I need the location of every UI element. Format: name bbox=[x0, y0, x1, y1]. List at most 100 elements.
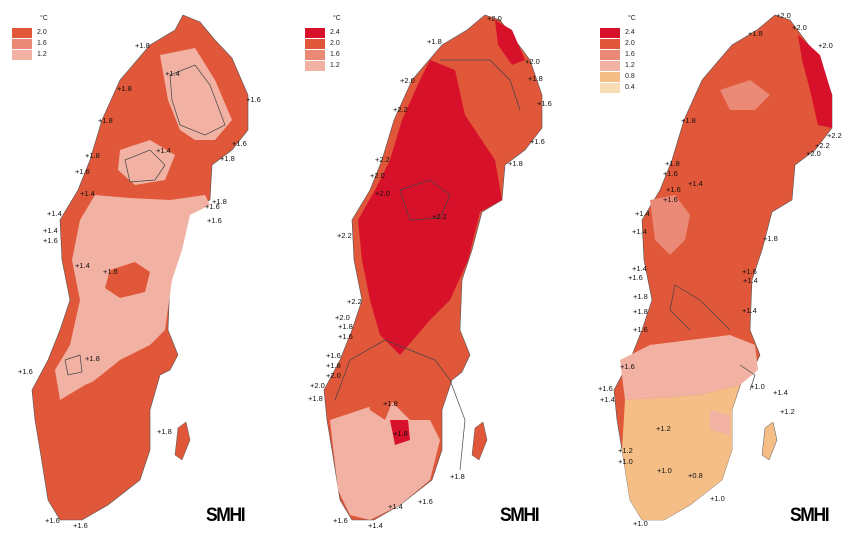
legend-item: 1.2 bbox=[305, 60, 340, 71]
isoline-label: +2.0 bbox=[310, 381, 325, 390]
isoline-label: +1.6 bbox=[666, 185, 681, 194]
legend-value: 1.6 bbox=[330, 51, 340, 58]
isoline-label: +2.2 bbox=[432, 212, 447, 221]
isoline-label: +1.4 bbox=[368, 521, 383, 530]
isoline-label: +1.8 bbox=[212, 197, 227, 206]
legend-swatch bbox=[305, 27, 325, 38]
isoline-label: +1.6 bbox=[633, 325, 648, 334]
isoline-label: +1.8 bbox=[633, 292, 648, 301]
legend-swatch bbox=[12, 49, 32, 60]
legend-item: 1.6 bbox=[305, 49, 340, 60]
isoline-label: +1.8 bbox=[117, 84, 132, 93]
legend-value: 0.4 bbox=[625, 84, 635, 91]
isoline-label: +1.8 bbox=[308, 394, 323, 403]
sweden-map-2 bbox=[323, 14, 543, 521]
legend-item: 2.4 bbox=[600, 27, 635, 38]
isoline-label: +1.2 bbox=[780, 407, 795, 416]
isoline-label: +1.6 bbox=[45, 516, 60, 525]
legend-value: 2.0 bbox=[37, 29, 47, 36]
isoline-label: +1.6 bbox=[663, 169, 678, 178]
isoline-label: +1.6 bbox=[103, 267, 118, 276]
sweden-map-3 bbox=[613, 14, 833, 521]
zone-1-2-pocket bbox=[710, 410, 730, 435]
gotland-1 bbox=[174, 421, 191, 461]
isoline-label: +1.4 bbox=[80, 189, 95, 198]
zone-2-0-patch-2 bbox=[390, 420, 410, 445]
isoline-label: +1.6 bbox=[742, 267, 757, 276]
isoline-label: +1.6 bbox=[207, 216, 222, 225]
isoline-label: +2.0 bbox=[525, 57, 540, 66]
isoline-label: +1.8 bbox=[665, 159, 680, 168]
isoline-label: +1.6 bbox=[43, 236, 58, 245]
isoline-label: +1.6 bbox=[663, 195, 678, 204]
legend-item: 2.4 bbox=[305, 27, 340, 38]
isoline-label: +1.8 bbox=[220, 154, 235, 163]
isoline-label: +1.0 bbox=[657, 466, 672, 475]
legend-unit: °C bbox=[628, 15, 636, 22]
isoline-label: +1.8 bbox=[427, 37, 442, 46]
isoline-b bbox=[739, 364, 756, 391]
isoline-label: +2.2 bbox=[815, 141, 830, 150]
isoline-label: +2.0 bbox=[792, 23, 807, 32]
isoline-label: +1.8 bbox=[157, 427, 172, 436]
isoline-label: +1.4 bbox=[43, 226, 58, 235]
legend-value: 2.0 bbox=[330, 40, 340, 47]
isoline-label: +1.4 bbox=[632, 227, 647, 236]
zone-1-6-patch bbox=[105, 262, 150, 298]
zone-2-0-patch bbox=[365, 370, 395, 420]
isoline-label: +1.4 bbox=[688, 179, 703, 188]
legend-unit: °C bbox=[333, 15, 341, 22]
isoline-label: +2.2 bbox=[337, 231, 352, 240]
zone-1-2-band bbox=[55, 195, 210, 400]
map-1: °C 2.0 1.6 1.2 +1.8 +1.4 +1.8 +1.6 +1.8 … bbox=[0, 0, 285, 551]
legend-swatch bbox=[305, 49, 325, 60]
legend-3: °C 2.4 2.0 1.6 1.2 0.8 0.4 bbox=[600, 15, 660, 99]
legend-swatch bbox=[600, 38, 620, 49]
isoline-label: +2.2 bbox=[375, 155, 390, 164]
isoline-label: +1.6 bbox=[338, 332, 353, 341]
isoline-3 bbox=[64, 354, 83, 376]
legend-item: 0.4 bbox=[600, 82, 635, 93]
legend-item: 0.8 bbox=[600, 71, 635, 82]
legend-item: 2.0 bbox=[12, 27, 47, 38]
map-3: °C 2.4 2.0 1.6 1.2 0.8 0.4 +2.0 +1.8 +2.… bbox=[580, 0, 857, 551]
isoline-label: +1.6 bbox=[333, 516, 348, 525]
legend-swatch bbox=[600, 49, 620, 60]
isoline-label: +1.8 bbox=[393, 429, 408, 438]
isoline-label: +1.6 bbox=[246, 95, 261, 104]
legend-swatch bbox=[12, 27, 32, 38]
legend-value: 1.6 bbox=[37, 40, 47, 47]
isoline-label: +2.2 bbox=[347, 297, 362, 306]
isoline-label: +1.8 bbox=[135, 41, 150, 50]
legend-swatch bbox=[600, 27, 620, 38]
isoline-label: +1.8 bbox=[326, 361, 341, 370]
zone-2-4-ne bbox=[798, 35, 832, 128]
legend-value: 1.6 bbox=[625, 51, 635, 58]
isoline-b bbox=[334, 339, 466, 471]
isoline-label: +1.8 bbox=[85, 151, 100, 160]
isoline-label: +1.4 bbox=[635, 209, 650, 218]
isoline-label: +1.8 bbox=[450, 472, 465, 481]
isoline-label: +1.8 bbox=[748, 29, 763, 38]
zone-1-6-south bbox=[60, 340, 175, 420]
isoline-label: +1.4 bbox=[773, 388, 788, 397]
legend-value: 2.0 bbox=[625, 40, 635, 47]
zone-1-6-south bbox=[330, 400, 440, 520]
isoline-label: +1.6 bbox=[530, 137, 545, 146]
isoline-label: +1.4 bbox=[600, 395, 615, 404]
zone-south-pink bbox=[45, 410, 130, 505]
isoline-label: +2.0 bbox=[375, 189, 390, 198]
legend-value: 1.2 bbox=[37, 51, 47, 58]
gotland-3 bbox=[761, 421, 778, 461]
smhi-logo: SMHI bbox=[206, 505, 246, 526]
legend-value: 0.8 bbox=[625, 73, 635, 80]
isoline-a bbox=[669, 284, 731, 331]
isoline-label: +1.0 bbox=[618, 457, 633, 466]
isoline-label: +2.0 bbox=[400, 76, 415, 85]
smhi-logo: SMHI bbox=[500, 505, 540, 526]
zone-1-6-west bbox=[650, 195, 690, 255]
legend-swatch bbox=[305, 60, 325, 71]
isoline-label: +1.4 bbox=[75, 261, 90, 270]
zone-north-pink-2 bbox=[118, 140, 175, 185]
legend-value: 1.2 bbox=[625, 62, 635, 69]
